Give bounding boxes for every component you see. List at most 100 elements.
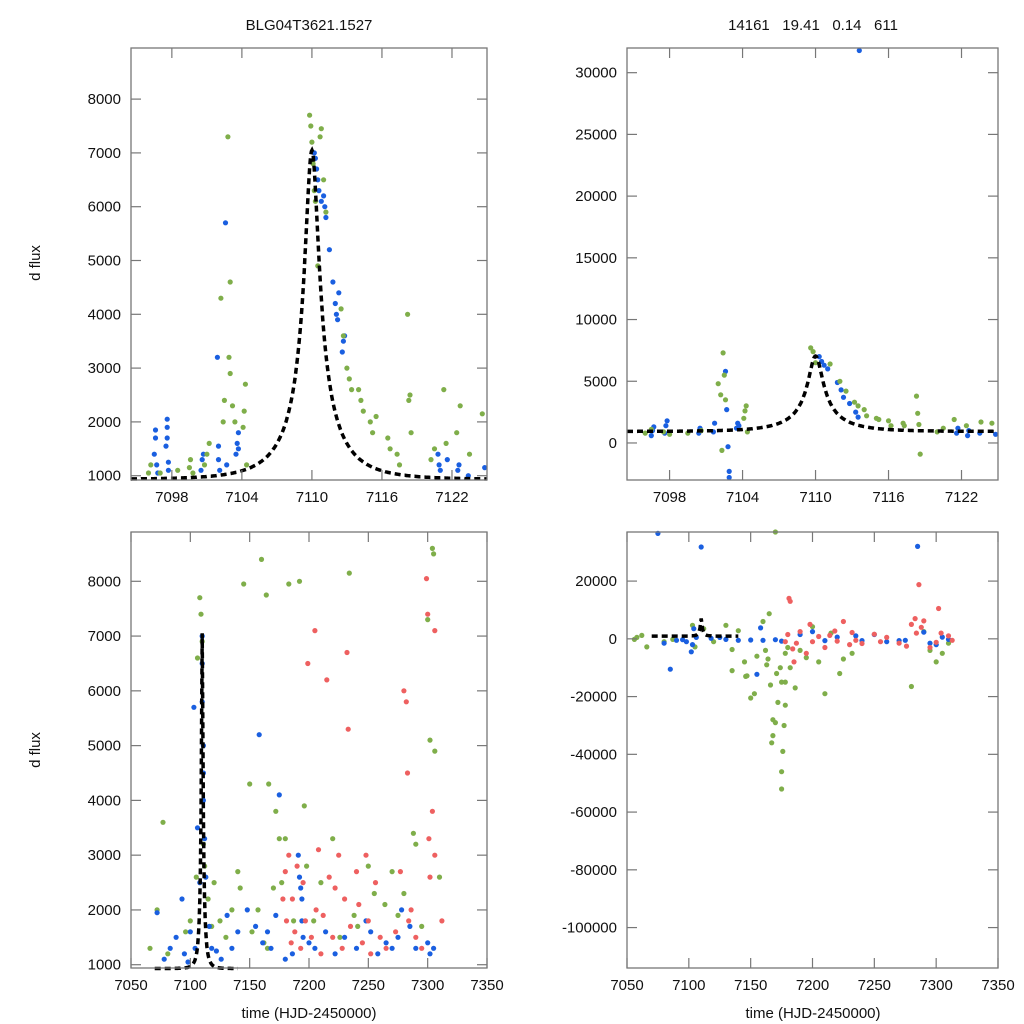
y-tick-label: 10000 <box>575 312 617 329</box>
y-tick-label: 7000 <box>88 145 121 162</box>
data-point-green <box>743 403 749 409</box>
data-point-green <box>843 388 849 394</box>
data-point-green <box>754 653 760 659</box>
data-point-red <box>315 847 322 853</box>
data-point-blue <box>316 188 322 194</box>
x-tick-label: 7350 <box>981 977 1014 994</box>
y-tick-label: 7000 <box>88 628 121 645</box>
y-tick-label: 25000 <box>575 126 617 143</box>
data-point-green <box>436 874 443 880</box>
data-point-green <box>777 665 783 671</box>
data-point-green <box>235 869 241 875</box>
x-tick-label: 7350 <box>470 977 503 994</box>
data-point-red <box>840 618 847 625</box>
data-point-blue <box>725 444 731 450</box>
data-point-green <box>148 462 154 468</box>
data-point-green <box>443 440 449 446</box>
data-point-blue <box>260 940 266 946</box>
data-point-blue <box>368 929 374 935</box>
data-point-red <box>324 677 330 683</box>
data-point-red <box>816 633 822 640</box>
data-point-blue <box>342 934 348 940</box>
data-point-blue <box>772 637 779 643</box>
data-point-red <box>339 945 345 951</box>
data-point-blue <box>224 912 230 919</box>
data-point-blue <box>323 214 329 221</box>
data-point-green <box>762 647 769 654</box>
data-point-blue <box>318 198 324 204</box>
data-point-green <box>227 279 233 285</box>
data-point-blue <box>667 666 673 672</box>
y-tick-label: 6000 <box>88 683 121 700</box>
x-axis-label-bottom-right: time (HJD-2450000) <box>745 1005 880 1022</box>
data-point-red <box>280 896 286 902</box>
data-point-blue <box>323 929 329 935</box>
data-point-blue <box>353 945 360 951</box>
x-tick-label: 7122 <box>435 489 468 506</box>
data-point-blue <box>268 945 274 951</box>
data-point-red <box>282 869 288 875</box>
data-point-green <box>401 890 407 897</box>
points-layer <box>631 529 955 792</box>
data-point-green <box>428 457 434 463</box>
data-point-green <box>425 617 431 623</box>
y-tick-label: 8000 <box>88 573 121 590</box>
data-point-green <box>183 929 189 935</box>
data-point-green <box>240 424 246 430</box>
data-point-green <box>321 177 327 183</box>
data-point-blue <box>217 467 223 473</box>
data-point-red <box>432 852 438 858</box>
data-point-green <box>408 430 414 436</box>
data-point-green <box>772 720 779 726</box>
data-point-green <box>721 372 727 378</box>
data-point-red <box>791 659 797 665</box>
data-point-green <box>855 403 861 409</box>
data-point-red <box>298 945 304 951</box>
data-point-red <box>945 633 952 639</box>
data-point-green <box>226 354 232 360</box>
data-point-blue <box>663 423 669 429</box>
y-axis-label-bottom-left: d flux <box>27 732 44 768</box>
data-point-blue <box>264 929 271 935</box>
data-point-green <box>413 841 419 847</box>
y-tick-label: 20000 <box>575 188 617 205</box>
plot-frame <box>626 47 999 481</box>
data-point-blue <box>164 416 170 422</box>
data-point-blue <box>167 945 173 951</box>
data-point-green <box>405 311 411 317</box>
data-point-green <box>849 650 855 656</box>
data-point-green <box>429 545 435 552</box>
data-point-red <box>832 628 838 634</box>
data-point-green <box>419 923 425 930</box>
x-tick-label: 7100 <box>672 977 705 994</box>
data-point-green <box>237 885 243 891</box>
data-point-red <box>330 934 336 940</box>
data-point-green <box>387 446 393 452</box>
data-point-blue <box>215 457 222 463</box>
data-point-green <box>718 392 724 398</box>
data-point-green <box>220 419 226 425</box>
y-axis-label-top-left: d flux <box>27 245 44 281</box>
data-point-red <box>782 639 788 645</box>
data-point-red <box>877 639 884 645</box>
data-point-blue <box>816 354 822 360</box>
data-point-red <box>413 934 419 940</box>
data-point-green <box>642 430 648 436</box>
data-point-green <box>204 451 210 457</box>
data-point-green <box>822 691 828 697</box>
data-point-red <box>401 688 407 694</box>
data-point-green <box>211 880 217 886</box>
data-point-blue <box>214 354 220 360</box>
data-point-green <box>186 465 192 471</box>
data-point-green <box>810 349 816 355</box>
data-point-blue <box>915 543 921 550</box>
x-tick-label: 7050 <box>114 977 147 994</box>
data-point-red <box>404 770 411 776</box>
data-point-red <box>353 869 360 875</box>
data-point-blue <box>163 443 169 449</box>
data-point-red <box>938 630 944 636</box>
y-tick-label: 3000 <box>88 360 121 377</box>
data-point-blue <box>312 945 318 951</box>
data-point-blue <box>235 430 241 436</box>
